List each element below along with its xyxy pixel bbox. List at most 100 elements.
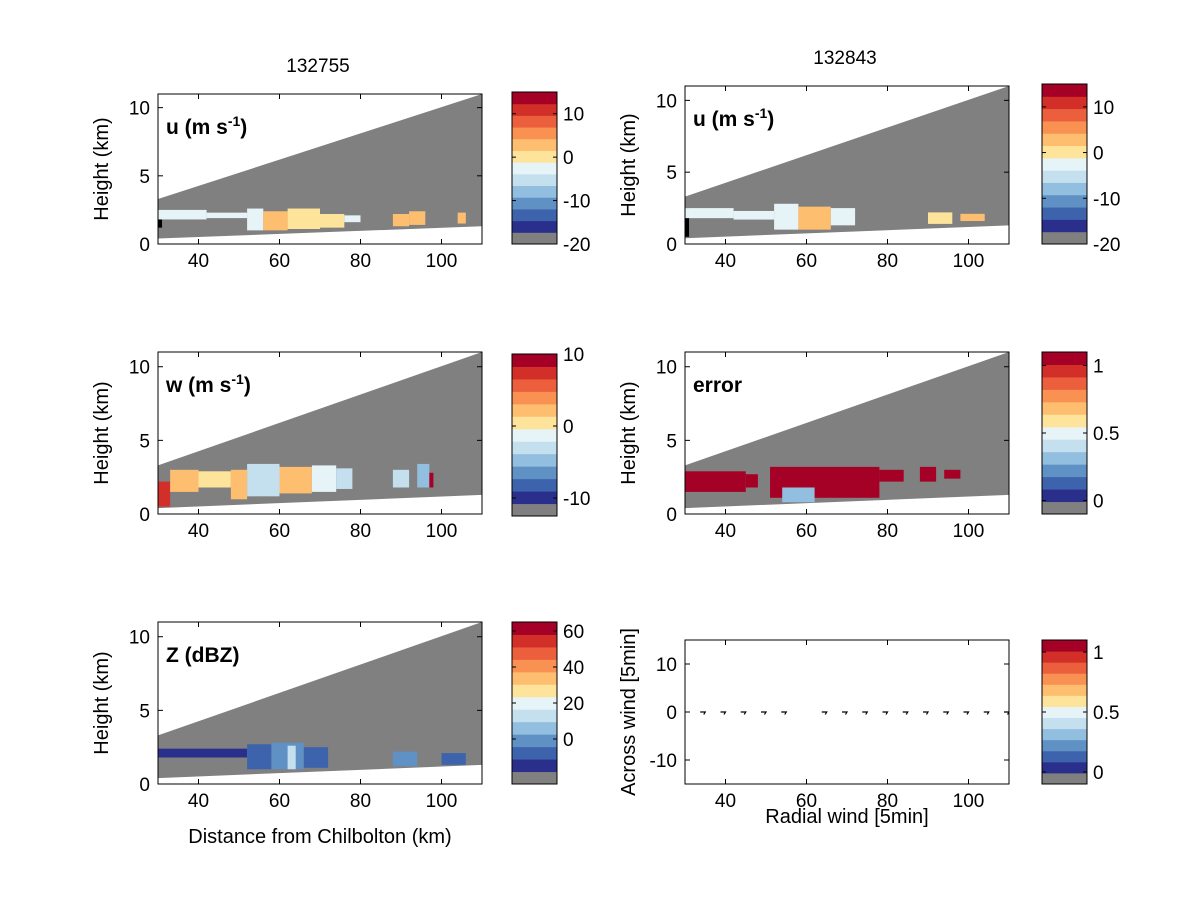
panel-label-tail: ) [240, 116, 247, 139]
panel-label-sup: -1 [755, 105, 768, 121]
colorbar-segment [1042, 662, 1087, 674]
colorbar-segment [1042, 695, 1087, 707]
colorbar-segment [512, 771, 557, 785]
data-cell-8 [392, 214, 410, 227]
colorbar-segment [512, 622, 557, 635]
colorbar-segment [1042, 501, 1087, 515]
colorbar-tick-label: 0 [1093, 144, 1104, 165]
colorbar-segment [1042, 739, 1087, 752]
data-cell-4 [798, 206, 831, 230]
data-cell-9 [409, 211, 426, 225]
colorbar-segment [512, 173, 557, 187]
colorbar-segment [1042, 182, 1087, 196]
colorbar-tick-label: 1 [1093, 357, 1104, 378]
y-tick-label: 0 [666, 235, 677, 256]
y-tick-label: 10 [129, 358, 150, 379]
colorbar-segment [1042, 145, 1087, 159]
data-cell-5 [830, 208, 856, 226]
colorbar-tick-label: 0 [1093, 492, 1104, 513]
panel-top-right: u (m s-1) 40 60 80 100 0 5 10 Height (km) -20 -10 0… [618, 83, 1120, 272]
colorbar-segment [1042, 426, 1087, 440]
data-cell-3 [782, 487, 815, 503]
panel-label-text: u (m s [166, 116, 228, 139]
wind-arrow-12 [963, 711, 970, 715]
colorbar-segment [512, 416, 557, 430]
data-cell-3 [230, 469, 248, 500]
colorbar-segment [1042, 761, 1087, 774]
data-cell-6 [928, 212, 953, 224]
data-cell-3 [774, 203, 799, 230]
panel-label-text: Z (dBZ) [166, 644, 239, 667]
x-tick-label: 60 [269, 791, 290, 812]
x-tick-label: 60 [796, 521, 817, 542]
colorbar-segment [1042, 133, 1087, 147]
colorbar-tick-label: 1 [1093, 643, 1104, 664]
x-tick-label: 60 [796, 791, 817, 812]
data-cell-8 [392, 469, 410, 488]
colorbar-segment [512, 734, 557, 748]
x-tick-label: 60 [269, 521, 290, 542]
colorbar-segment [512, 709, 557, 723]
colorbar-frame [511, 91, 558, 245]
x-tick-label: 100 [426, 251, 458, 272]
panel-label: w (m s-1) [165, 371, 251, 397]
colorbar-segment [512, 232, 557, 245]
colorbar-segment [1042, 231, 1087, 245]
colorbar: -20 -10 0 10 [511, 91, 590, 256]
data-cell-6 [320, 214, 345, 228]
x-axis-label: Distance from Chilbolton (km) [188, 826, 451, 848]
colorbar-segment [1042, 207, 1087, 220]
y-tick-label: 10 [656, 655, 677, 676]
panel-label-text: u (m s [693, 108, 755, 131]
data-cell-5 [279, 466, 312, 494]
y-tick-label: 5 [666, 163, 677, 184]
data-cell-4 [263, 211, 288, 231]
panel-label-text: error [693, 374, 742, 397]
y-axis-label: Height (km) [91, 381, 113, 484]
panel-middle-left: w (m s-1) 40 60 80 100 0 5 10 Height (km) -10 0 10 [91, 345, 590, 542]
data-cell-4 [879, 469, 904, 482]
panel-label: u (m s-1) [166, 113, 247, 139]
colorbar-segment [1042, 728, 1087, 741]
panel-top-left: u (m s-1) 40 60 80 100 0 5 10 Height (km) -20 -10 0… [91, 91, 590, 272]
x-tick-label: 80 [350, 521, 371, 542]
colorbar-segment [512, 453, 557, 467]
colorbar: 0 20 40 60 [511, 621, 584, 785]
x-tick-label: 40 [715, 251, 736, 272]
wind-arrow-3 [761, 711, 768, 715]
y-tick-label: 0 [139, 235, 150, 256]
data-cell-1 [247, 744, 272, 770]
colorbar-segment [512, 366, 557, 380]
x-tick-label: 80 [350, 251, 371, 272]
colorbar-segment [512, 659, 557, 673]
axes-frame [157, 351, 483, 515]
data-cell-7 [336, 468, 353, 489]
x-tick-label: 80 [877, 251, 898, 272]
colorbar-segment [512, 138, 557, 151]
wind-arrow-6 [842, 711, 849, 715]
x-axis-label: Radial wind [5min] [765, 806, 928, 828]
wind-arrow-11 [943, 711, 950, 715]
x-tick-label: 40 [188, 521, 209, 542]
wind-arrow-10 [923, 711, 930, 715]
colorbar-tick-label: 0 [563, 730, 574, 751]
axes-frame [157, 621, 483, 785]
x-tick-label: 80 [877, 791, 898, 812]
colorbar-segment [1042, 352, 1087, 365]
colorbar-segment [512, 92, 557, 105]
colorbar-segment [1042, 219, 1087, 233]
colorbar-segment [512, 441, 557, 455]
wind-arrow-0 [700, 711, 707, 715]
colorbar-segment [512, 671, 557, 685]
colorbar-tick-label: -20 [563, 235, 590, 256]
y-tick-label: -10 [650, 751, 677, 772]
colorbar-segment [512, 684, 557, 698]
colorbar-tick-label: -10 [563, 489, 590, 510]
data-cell-1 [685, 208, 734, 219]
axes-frame [684, 351, 1010, 515]
colorbar-tick-label: -20 [1093, 235, 1120, 256]
colorbar-tick-label: 10 [563, 105, 584, 126]
